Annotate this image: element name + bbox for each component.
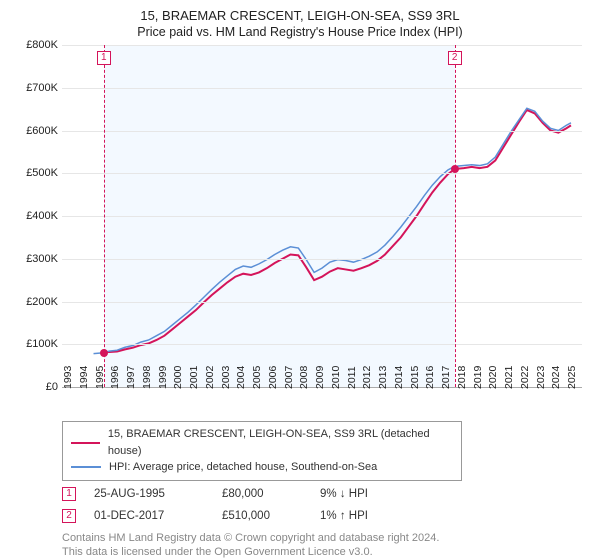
footer-line: Contains HM Land Registry data © Crown c… bbox=[62, 531, 590, 546]
x-tick-label: 2008 bbox=[298, 366, 310, 389]
chart-container: 15, BRAEMAR CRESCENT, LEIGH-ON-SEA, SS9 … bbox=[0, 0, 600, 560]
event-date: 01-DEC-2017 bbox=[94, 510, 204, 522]
marker-dot bbox=[100, 349, 108, 357]
x-tick-label: 2024 bbox=[550, 366, 562, 389]
y-gridline bbox=[62, 259, 582, 260]
y-tick-label: £300K bbox=[26, 253, 58, 265]
y-tick-label: £0 bbox=[46, 381, 58, 393]
marker-dot bbox=[451, 165, 459, 173]
hpi-line bbox=[94, 108, 571, 353]
price_paid-line bbox=[104, 110, 571, 353]
x-tick-label: 2011 bbox=[346, 366, 358, 389]
x-tick-label: 1994 bbox=[78, 366, 90, 389]
x-tick-label: 1998 bbox=[141, 366, 153, 389]
legend-swatch bbox=[71, 442, 100, 444]
x-tick-label: 1999 bbox=[157, 366, 169, 389]
x-axis: 1993199419951996199719981999200020012002… bbox=[62, 387, 582, 415]
x-tick-label: 2019 bbox=[472, 366, 484, 389]
legend: 15, BRAEMAR CRESCENT, LEIGH-ON-SEA, SS9 … bbox=[62, 421, 462, 481]
y-gridline bbox=[62, 344, 582, 345]
x-tick-label: 2002 bbox=[204, 366, 216, 389]
y-tick-label: £600K bbox=[26, 125, 58, 137]
x-tick-label: 2016 bbox=[424, 366, 436, 389]
legend-item: HPI: Average price, detached house, Sout… bbox=[71, 459, 453, 476]
event-row: 1 25-AUG-1995 £80,000 9% ↓ HPI bbox=[62, 487, 590, 501]
y-tick-label: £200K bbox=[26, 296, 58, 308]
y-gridline bbox=[62, 45, 582, 46]
marker-label: 2 bbox=[448, 51, 462, 65]
marker-line bbox=[455, 45, 456, 387]
footer-attribution: Contains HM Land Registry data © Crown c… bbox=[62, 531, 590, 560]
x-tick-label: 2018 bbox=[456, 366, 468, 389]
chart-subtitle: Price paid vs. HM Land Registry's House … bbox=[10, 25, 590, 39]
x-tick-label: 1996 bbox=[109, 366, 121, 389]
chart-title: 15, BRAEMAR CRESCENT, LEIGH-ON-SEA, SS9 … bbox=[10, 8, 590, 23]
legend-swatch bbox=[71, 466, 101, 468]
x-tick-label: 2012 bbox=[361, 366, 373, 389]
y-tick-label: £700K bbox=[26, 82, 58, 94]
event-marker-icon: 2 bbox=[62, 509, 76, 523]
event-date: 25-AUG-1995 bbox=[94, 488, 204, 500]
x-tick-label: 2005 bbox=[251, 366, 263, 389]
plot-area: 12 bbox=[62, 45, 582, 387]
x-tick-label: 2023 bbox=[535, 366, 547, 389]
x-tick-label: 1997 bbox=[125, 366, 137, 389]
y-tick-label: £500K bbox=[26, 167, 58, 179]
legend-label: HPI: Average price, detached house, Sout… bbox=[109, 459, 377, 476]
event-price: £80,000 bbox=[222, 488, 302, 500]
event-hpi-delta: 9% ↓ HPI bbox=[320, 488, 420, 500]
x-tick-label: 2015 bbox=[409, 366, 421, 389]
footer-line: This data is licensed under the Open Gov… bbox=[62, 545, 590, 560]
x-tick-label: 2000 bbox=[172, 366, 184, 389]
x-tick-label: 1993 bbox=[62, 366, 74, 389]
x-tick-label: 2017 bbox=[440, 366, 452, 389]
y-tick-label: £800K bbox=[26, 39, 58, 51]
x-tick-label: 2014 bbox=[393, 366, 405, 389]
x-tick-label: 2013 bbox=[377, 366, 389, 389]
x-tick-label: 2021 bbox=[503, 366, 515, 389]
x-tick-label: 2007 bbox=[283, 366, 295, 389]
y-gridline bbox=[62, 302, 582, 303]
event-price: £510,000 bbox=[222, 510, 302, 522]
x-tick-label: 2009 bbox=[314, 366, 326, 389]
y-gridline bbox=[62, 88, 582, 89]
y-gridline bbox=[62, 216, 582, 217]
x-tick-label: 2001 bbox=[188, 366, 200, 389]
event-hpi-delta: 1% ↑ HPI bbox=[320, 510, 420, 522]
x-tick-label: 2004 bbox=[235, 366, 247, 389]
chart-area: £0£100K£200K£300K£400K£500K£600K£700K£80… bbox=[10, 45, 590, 415]
x-tick-label: 2020 bbox=[487, 366, 499, 389]
event-row: 2 01-DEC-2017 £510,000 1% ↑ HPI bbox=[62, 509, 590, 523]
x-tick-label: 2006 bbox=[267, 366, 279, 389]
legend-label: 15, BRAEMAR CRESCENT, LEIGH-ON-SEA, SS9 … bbox=[108, 426, 453, 459]
x-tick-label: 2003 bbox=[220, 366, 232, 389]
marker-line bbox=[104, 45, 105, 387]
event-list: 1 25-AUG-1995 £80,000 9% ↓ HPI 2 01-DEC-2017 £… bbox=[62, 487, 590, 523]
x-tick-label: 2022 bbox=[519, 366, 531, 389]
legend-item: 15, BRAEMAR CRESCENT, LEIGH-ON-SEA, SS9 … bbox=[71, 426, 453, 459]
y-gridline bbox=[62, 131, 582, 132]
y-tick-label: £100K bbox=[26, 338, 58, 350]
event-marker-icon: 1 bbox=[62, 487, 76, 501]
x-tick-label: 2010 bbox=[330, 366, 342, 389]
x-tick-label: 1995 bbox=[94, 366, 106, 389]
x-tick-label: 2025 bbox=[566, 366, 578, 389]
y-tick-label: £400K bbox=[26, 210, 58, 222]
marker-label: 1 bbox=[97, 51, 111, 65]
y-gridline bbox=[62, 173, 582, 174]
y-axis: £0£100K£200K£300K£400K£500K£600K£700K£80… bbox=[10, 45, 62, 387]
